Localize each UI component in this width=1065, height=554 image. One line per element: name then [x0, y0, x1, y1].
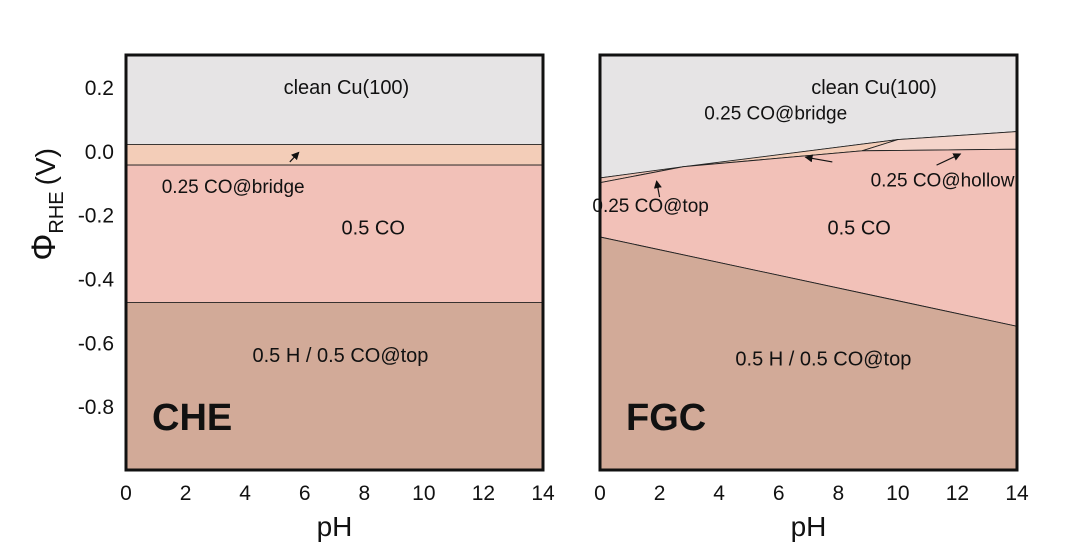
x-axis-label: pH: [791, 511, 827, 542]
plot-frame: [124, 53, 545, 472]
annotation-label: 0.25 CO@bridge: [162, 177, 305, 198]
region-label-0-5-h-0-5-co-top: 0.5 H / 0.5 CO@top: [735, 348, 911, 370]
x-tick-label: 12: [946, 482, 969, 505]
region-0-25-co-bridge: [126, 143, 543, 166]
region-label-clean-cu-100: clean Cu(100): [284, 77, 410, 99]
x-tick-label: 14: [531, 482, 555, 505]
y-tick-label: -0.2: [78, 205, 114, 228]
region-label-0-5-co: 0.5 CO: [342, 217, 405, 239]
x-tick-label: 8: [358, 482, 370, 505]
annotation-arrow: [804, 154, 833, 163]
fgc-panel: clean Cu(100) 0.25 CO@bridge 0.25 CO@top 0.…: [592, 53, 1029, 542]
y-tick-label: -0.6: [78, 332, 114, 355]
region-label-0-25-co-hollow: 0.25 CO@hollow: [871, 171, 1015, 192]
y-axis-unit: (V): [30, 148, 61, 185]
x-tick-label: 10: [886, 482, 909, 505]
x-tick-label: 10: [412, 482, 435, 505]
annotation-arrow: [936, 153, 962, 166]
x-tick-label: 0: [594, 482, 606, 505]
panel-label-fgc: FGC: [626, 397, 706, 439]
y-axis-subscript: RHE: [46, 191, 68, 233]
regions-che: [126, 55, 543, 470]
annotation-arrow: [653, 180, 662, 198]
region-label-0-5-h-0-5-co-top: 0.5 H / 0.5 CO@top: [252, 345, 428, 367]
x-tick-label: 2: [180, 482, 192, 505]
region-label-0-5-co: 0.5 CO: [827, 217, 890, 239]
region-label-0-25-co-top: 0.25 CO@top: [592, 196, 708, 217]
plot-frame: [598, 53, 1019, 472]
x-tick-label: 6: [299, 482, 311, 505]
x-tick-label: 6: [773, 482, 785, 505]
region-label-0-25-co-bridge: 0.25 CO@bridge: [704, 103, 847, 124]
y-tick-label: 0.2: [85, 77, 114, 100]
y-axis-label-text: ΦRHE (V): [25, 148, 68, 261]
x-tick-label: 14: [1005, 482, 1029, 505]
region-clean-cu-100: [126, 55, 543, 145]
x-tick-label: 2: [654, 482, 666, 505]
annotation-arrow: [289, 151, 300, 163]
panel-label-che: CHE: [152, 397, 232, 439]
y-tick-label: -0.4: [78, 268, 115, 291]
region-0-5-co: [126, 164, 543, 303]
y-axis-label: ΦRHE (V): [25, 148, 68, 261]
y-tick-label: 0.0: [85, 141, 114, 164]
x-tick-label: 4: [239, 482, 251, 505]
region-label-clean-cu-100: clean Cu(100): [811, 77, 937, 99]
x-tick-label: 4: [713, 482, 725, 505]
che-panel: clean Cu(100) 0.5 CO 0.5 H / 0.5 CO@top 0.2…: [25, 53, 555, 542]
y-axis-symbol: Φ: [25, 234, 63, 261]
regions-fgc: [600, 55, 1017, 470]
x-tick-label: 0: [120, 482, 132, 505]
region-0-5-h-0-5-co-top: [600, 236, 1017, 470]
region-0-5-h-0-5-co-top: [126, 301, 543, 470]
region-0-5-co: [600, 148, 1017, 327]
x-axis-label: pH: [317, 511, 353, 542]
x-tick-label: 8: [832, 482, 844, 505]
x-tick-label: 12: [472, 482, 495, 505]
y-tick-label: -0.8: [78, 396, 114, 419]
